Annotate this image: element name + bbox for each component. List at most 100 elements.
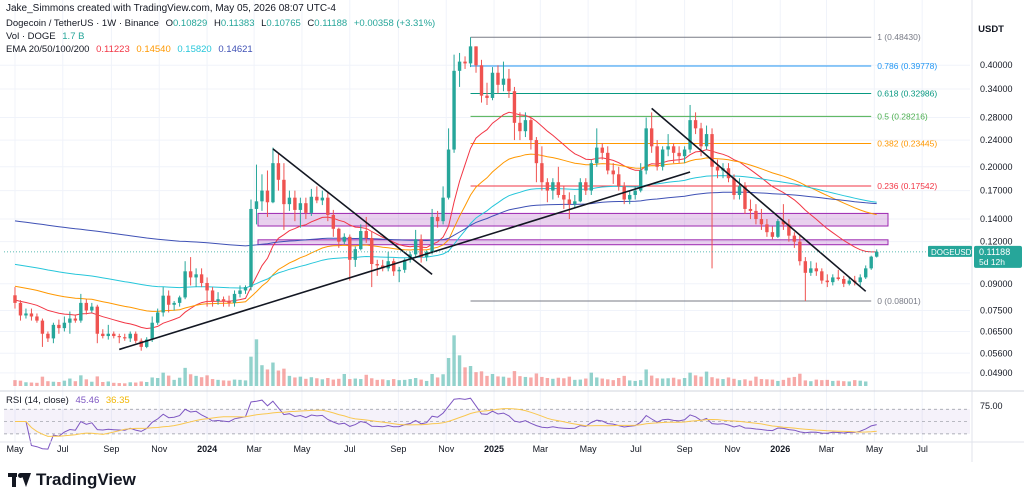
support-resistance-zones[interactable] — [257, 212, 889, 246]
candle-body — [315, 196, 319, 201]
volume-bar — [540, 376, 544, 386]
candle-body — [606, 152, 610, 171]
candle-body — [293, 197, 297, 210]
candle-body — [814, 268, 819, 272]
grid — [0, 0, 970, 442]
ema-label[interactable]: EMA 20/50/100/200 — [6, 44, 90, 55]
candle-body — [282, 179, 286, 205]
volume-bar — [386, 380, 390, 386]
ohlc-low: L0.10765 — [261, 18, 301, 29]
candle-body — [842, 278, 846, 284]
time-axis-tick: Mar — [819, 444, 835, 454]
candle-body — [199, 274, 204, 283]
volume-bar — [545, 378, 550, 386]
candle-body — [254, 201, 259, 209]
volume-bar — [715, 378, 720, 386]
volume-bar — [172, 379, 176, 386]
volume-bar — [474, 372, 478, 386]
candle-countdown: 5d 12h — [979, 257, 1005, 267]
candle-body — [633, 190, 637, 195]
candle-body — [227, 301, 231, 303]
rsi-axis-tick: 75.00 — [980, 401, 1003, 411]
candle-body — [35, 316, 39, 321]
volume-bar — [326, 378, 330, 386]
rsi-label[interactable]: RSI (14, close) — [6, 395, 69, 406]
volume-bar — [463, 367, 467, 386]
volume-bar — [754, 376, 758, 386]
fibonacci-retracement[interactable]: 1 (0.48430) 0.786 (0.39778) 0.618 (0.32986… — [470, 32, 938, 306]
volume-bar — [337, 378, 341, 386]
volume-bar — [704, 371, 709, 386]
candle-body — [205, 282, 209, 291]
volume-bar — [117, 383, 121, 386]
volume-bar — [123, 383, 127, 386]
volume-bar — [40, 376, 45, 386]
volume-bar — [331, 379, 336, 386]
time-axis-tick: 2024 — [197, 444, 217, 454]
candle-body — [611, 170, 615, 175]
candle-body — [551, 182, 555, 191]
volume-bar — [710, 377, 714, 386]
candle-body — [820, 271, 824, 281]
volume-bar — [633, 380, 637, 386]
candle-body — [326, 197, 330, 215]
candle-body — [490, 72, 495, 98]
time-axis[interactable]: May Jul Sep Nov 2024 Mar May Jul Sep Nov 2025 Mar Ma… — [0, 441, 1024, 454]
candle-body — [210, 290, 215, 302]
candle-body — [715, 166, 720, 171]
volume-bar — [210, 379, 215, 386]
price-axis[interactable]: 0.40000 0.34000 0.28000 0.24000 0.20000 0.170… — [4, 0, 1022, 462]
candle-body — [496, 72, 500, 85]
volume-bar — [134, 382, 138, 386]
time-axis-tick: Nov — [438, 444, 455, 454]
candle-body — [348, 236, 352, 260]
candle-body — [699, 128, 703, 147]
candle-body — [737, 186, 742, 195]
rsi-ma-value: 36.35 — [105, 395, 130, 406]
candle-body — [534, 140, 539, 164]
candle-body — [507, 78, 511, 92]
symbol-badge-text: DOGEUSDT — [931, 248, 976, 257]
volume-bar — [853, 380, 857, 386]
candle-body — [809, 268, 813, 273]
candle-body — [649, 128, 654, 147]
volume-bar — [638, 380, 643, 386]
candle-body — [79, 302, 83, 321]
candle-body — [595, 147, 599, 164]
candle-body — [644, 128, 648, 171]
volume-bar — [490, 374, 495, 386]
volume-bar — [221, 380, 226, 386]
candle-body — [68, 318, 72, 323]
volume-bar — [375, 379, 379, 386]
volume-bar — [644, 369, 648, 386]
volume-bar — [249, 356, 253, 386]
volume-bar — [589, 372, 593, 386]
volume-bar — [836, 380, 840, 386]
volume-bar — [95, 376, 100, 386]
time-axis-tick: 2025 — [484, 444, 504, 454]
candle-body — [704, 134, 709, 147]
volume-value: 1.7 B — [62, 31, 85, 42]
candle-body — [90, 306, 94, 311]
trendlines[interactable] — [119, 107, 867, 351]
symbol-title[interactable]: Dogecoin / TetherUS · 1W · Binance — [6, 18, 159, 29]
candle-body — [391, 261, 396, 272]
volume-label[interactable]: Vol · DOGE — [6, 31, 56, 42]
candle-body — [836, 277, 840, 279]
zone-box — [257, 239, 889, 246]
time-axis-tick: Nov — [724, 444, 741, 454]
volume-bar — [578, 379, 583, 386]
price-axis-tick: 0.05600 — [980, 348, 1013, 358]
candle-body — [221, 299, 226, 302]
volume-bar — [419, 379, 423, 386]
volume-bar — [254, 339, 259, 386]
candle-body — [847, 280, 851, 284]
tradingview-logo[interactable]: TradingView — [8, 470, 136, 490]
price-axis-tick: 0.09000 — [980, 279, 1013, 289]
volume-bar — [381, 379, 385, 386]
candle-body — [397, 269, 401, 272]
symbol-badge — [928, 245, 972, 257]
volume-bar — [809, 381, 813, 386]
volume-bar — [276, 370, 281, 386]
